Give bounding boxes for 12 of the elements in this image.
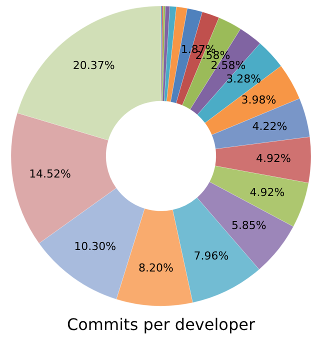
- data-label: 4.22%: [252, 120, 288, 133]
- data-label: 4.92%: [256, 152, 291, 165]
- data-label: 14.52%: [29, 168, 72, 181]
- data-label: 3.98%: [241, 93, 276, 106]
- data-label: 3.28%: [226, 72, 262, 86]
- data-label: 7.96%: [194, 250, 229, 263]
- data-label: 20.37%: [72, 58, 115, 72]
- text: Commits per developer: [66, 315, 256, 334]
- data-label: 4.92%: [250, 186, 285, 200]
- data-label: 5.85%: [231, 219, 266, 232]
- data-label: 8.20%: [138, 261, 174, 274]
- data-label: 10.30%: [74, 240, 116, 254]
